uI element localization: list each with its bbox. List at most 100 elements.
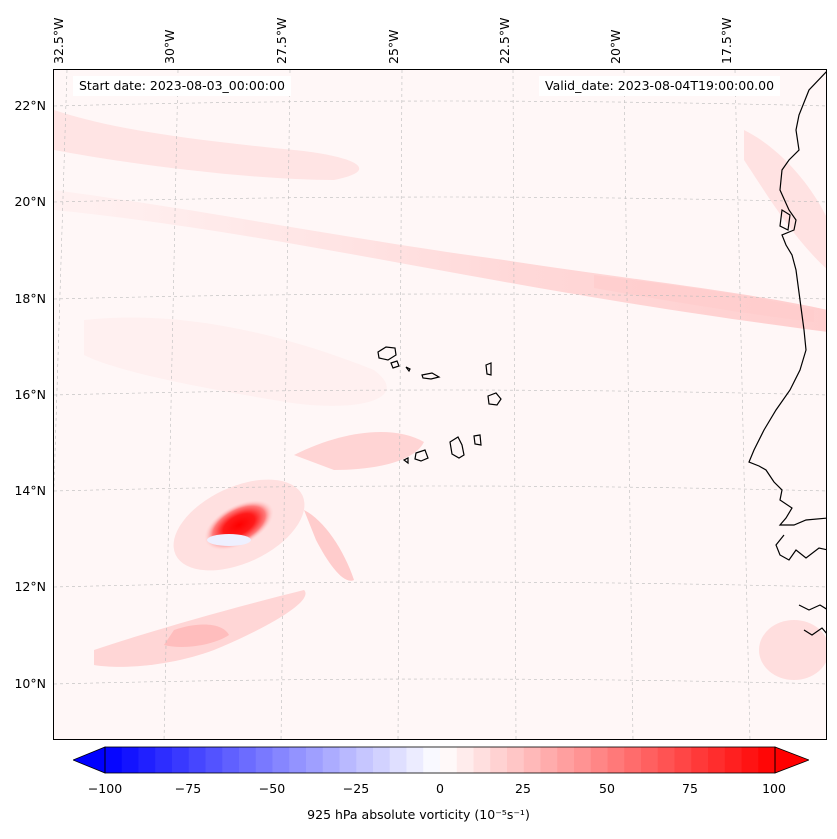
colorbar-cell bbox=[289, 747, 307, 773]
colorbar-cell bbox=[356, 747, 374, 773]
colorbar-cell bbox=[306, 747, 324, 773]
colorbar-cell bbox=[607, 747, 625, 773]
map-panel[interactable] bbox=[53, 69, 827, 740]
lat-label-14n: 14°N bbox=[14, 483, 46, 498]
colorbar-cell bbox=[758, 747, 776, 773]
island-santiago bbox=[449, 436, 465, 459]
colorbar-tick-0: 0 bbox=[436, 781, 444, 796]
vorticity-band-southwest bbox=[164, 624, 229, 647]
colorbar-cell bbox=[708, 747, 726, 773]
colorbar-cell bbox=[105, 747, 123, 773]
vorticity-patch-southeast bbox=[759, 620, 826, 680]
gridline-lon-17-5w bbox=[734, 70, 751, 739]
colorbar-cell bbox=[507, 747, 525, 773]
guinea-bissau-coast bbox=[798, 604, 826, 636]
colorbar-cell bbox=[624, 747, 642, 773]
colorbar-cell bbox=[138, 747, 156, 773]
lon-label-22-5w: 22.5°W bbox=[497, 17, 512, 64]
negative-vorticity-patch bbox=[207, 534, 251, 546]
gridline-lon-27-5w bbox=[280, 70, 291, 739]
lon-label-32-5w: 32.5°W bbox=[51, 17, 66, 64]
vorticity-field bbox=[54, 110, 826, 680]
colorbar-cell bbox=[741, 747, 759, 773]
island-sao-vicente bbox=[390, 360, 400, 369]
colorbar-cell bbox=[239, 747, 257, 773]
valid-date-label: Valid_date: 2023-08-04T19:00:00.00 bbox=[539, 76, 781, 96]
lat-label-16n: 16°N bbox=[14, 387, 46, 402]
gridline-lat-18n bbox=[54, 293, 826, 300]
colorbar-cell bbox=[188, 747, 206, 773]
colorbar-tick-100: 100 bbox=[762, 781, 786, 796]
vorticity-band-nw bbox=[54, 110, 360, 180]
coastal-island-north bbox=[779, 208, 791, 231]
gridline-lat-14n bbox=[54, 485, 826, 492]
gridline-lat-20n bbox=[54, 196, 826, 203]
gridline-lat-10n bbox=[54, 678, 826, 685]
lat-label-22n: 22°N bbox=[14, 98, 46, 113]
colorbar-cell bbox=[724, 747, 742, 773]
gridlines bbox=[54, 70, 826, 739]
gridline-lon-20w bbox=[623, 70, 634, 739]
colorbar-max-extension bbox=[774, 746, 809, 774]
colorbar-cell bbox=[272, 747, 290, 773]
colorbar-cell bbox=[339, 747, 357, 773]
colorbar-label: 925 hPa absolute vorticity (10⁻⁵s⁻¹) bbox=[307, 807, 530, 822]
colorbar-tick-50: 50 bbox=[599, 781, 615, 796]
lat-label-10n: 10°N bbox=[14, 676, 46, 691]
colorbar-cell bbox=[389, 747, 407, 773]
island-sao-nicolau bbox=[421, 372, 441, 380]
vorticity-map bbox=[54, 70, 826, 739]
colorbar-cell bbox=[255, 747, 273, 773]
vorticity-band-middle bbox=[294, 432, 424, 470]
colorbar-cell bbox=[641, 747, 659, 773]
island-boa-vista bbox=[487, 392, 502, 406]
colorbar-cell bbox=[590, 747, 608, 773]
lon-label-27-5w: 27.5°W bbox=[274, 17, 289, 64]
colorbar-cell bbox=[657, 747, 675, 773]
island-brava bbox=[402, 457, 409, 465]
gridline-lon-22-5w bbox=[512, 70, 517, 739]
lat-label-12n: 12°N bbox=[14, 579, 46, 594]
lat-label-18n: 18°N bbox=[14, 291, 46, 306]
colorbar-cell bbox=[155, 747, 173, 773]
colorbar-outline bbox=[104, 746, 776, 774]
colorbar-cell bbox=[574, 747, 592, 773]
island-santo-antao bbox=[377, 346, 397, 361]
cape-verde-islands bbox=[377, 346, 502, 465]
island-fogo bbox=[414, 449, 429, 462]
lon-label-17-5w: 17.5°W bbox=[719, 17, 734, 64]
lon-label-20w: 20°W bbox=[608, 29, 623, 64]
colorbar-tick-neg100: −100 bbox=[87, 781, 123, 796]
colorbar-cell bbox=[523, 747, 541, 773]
colorbar-cell bbox=[172, 747, 190, 773]
colorbar-cell bbox=[373, 747, 391, 773]
vorticity-band-north-core bbox=[594, 275, 814, 322]
colorbar-tick-neg75: −75 bbox=[174, 781, 202, 796]
colorbar-tick-25: 25 bbox=[515, 781, 531, 796]
colorbar bbox=[73, 746, 809, 774]
vorticity-light-region bbox=[84, 317, 387, 406]
colorbar-cell bbox=[456, 747, 474, 773]
colorbar-cell bbox=[473, 747, 491, 773]
gridline-lat-22n bbox=[54, 100, 826, 107]
lat-label-20n: 20°N bbox=[14, 194, 46, 209]
island-maio bbox=[473, 434, 482, 446]
gridline-lon-32-5w bbox=[54, 70, 68, 495]
colorbar-cell bbox=[674, 747, 692, 773]
colorbar-cell bbox=[540, 747, 558, 773]
colorbar-cell bbox=[490, 747, 508, 773]
gridline-lat-12n bbox=[54, 581, 826, 588]
senegal-coast bbox=[775, 534, 826, 561]
colorbar-cell bbox=[440, 747, 458, 773]
lon-label-30w: 30°W bbox=[162, 29, 177, 64]
lon-label-25w: 25°W bbox=[386, 29, 401, 64]
colorbar-min-extension bbox=[73, 746, 106, 774]
colorbar-cell bbox=[423, 747, 441, 773]
colorbar-cell bbox=[121, 747, 139, 773]
colorbar-cell bbox=[557, 747, 575, 773]
island-santa-luzia bbox=[405, 366, 411, 373]
colorbar-tick-neg25: −25 bbox=[342, 781, 370, 796]
vorticity-streak-east bbox=[304, 510, 354, 581]
vorticity-band-north bbox=[54, 190, 826, 332]
colorbar-cell bbox=[406, 747, 424, 773]
